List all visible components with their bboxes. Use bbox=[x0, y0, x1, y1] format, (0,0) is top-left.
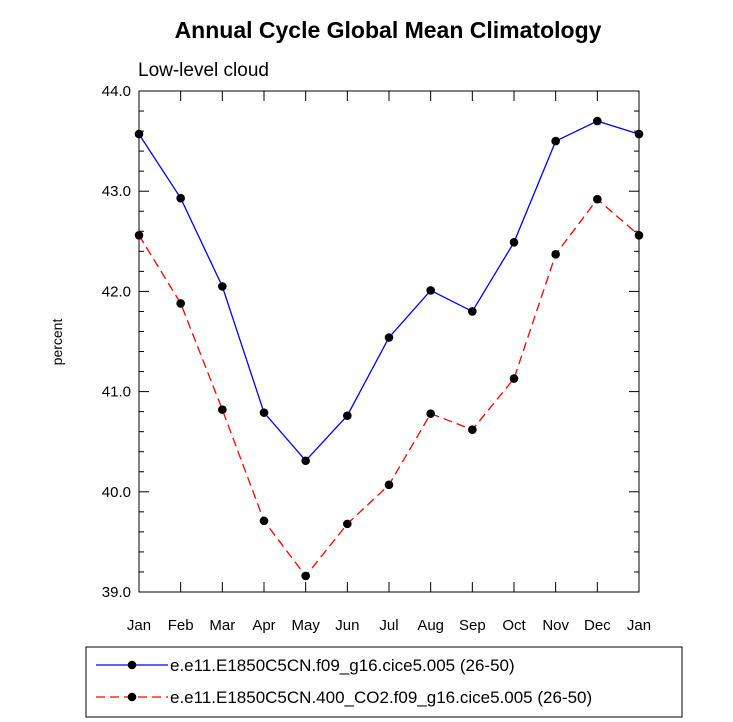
x-tick-label: Oct bbox=[502, 617, 526, 634]
x-tick-label: Nov bbox=[542, 617, 569, 634]
legend-box bbox=[85, 646, 683, 718]
x-tick-label: Sep bbox=[459, 617, 486, 634]
x-tick-label: Jul bbox=[379, 617, 398, 634]
data-point-series-2 bbox=[259, 516, 269, 526]
data-point-series-1 bbox=[551, 136, 560, 146]
x-tick-label: Aug bbox=[417, 617, 444, 634]
data-point-series-2 bbox=[176, 299, 185, 308]
data-point-series-1 bbox=[218, 282, 227, 291]
x-tick-label: Feb bbox=[168, 617, 194, 634]
x-tick-label: Dec bbox=[584, 617, 611, 634]
data-point-series-1 bbox=[343, 411, 352, 420]
chart-title: Annual Cycle Global Mean Climatology bbox=[175, 17, 602, 43]
y-tick-label: 42.0 bbox=[102, 283, 131, 300]
x-tick-label: Jun bbox=[335, 617, 359, 634]
y-tick-label: 39.0 bbox=[102, 584, 131, 601]
data-point-series-2 bbox=[634, 230, 644, 240]
data-point-series-1 bbox=[176, 193, 185, 203]
x-tick-label: Mar bbox=[209, 617, 235, 634]
data-point-series-1 bbox=[634, 129, 644, 139]
data-point-series-2 bbox=[593, 194, 602, 204]
series-line-2 bbox=[138, 198, 640, 578]
data-point-series-2 bbox=[218, 405, 227, 414]
data-point-series-2 bbox=[384, 480, 394, 490]
y-tick-label: 44.0 bbox=[102, 83, 131, 100]
data-point-series-2 bbox=[426, 409, 435, 418]
data-point-series-1 bbox=[134, 129, 144, 139]
y-tick-label: 41.0 bbox=[102, 384, 131, 401]
series-line-1 bbox=[138, 120, 640, 462]
legend-label-2: e.e11.E1850C5CN.400_CO2.f09_g16.cice5.00… bbox=[170, 688, 592, 707]
data-point-series-2 bbox=[301, 571, 310, 581]
data-point-series-1 bbox=[593, 116, 602, 126]
legend-label-1: e.e11.E1850C5CN.f09_g16.cice5.005 (26-50… bbox=[170, 656, 515, 675]
data-point-series-1 bbox=[384, 333, 394, 342]
data-point-series-2 bbox=[551, 250, 560, 259]
y-tick-label: 43.0 bbox=[102, 183, 131, 200]
x-tick-label: Apr bbox=[252, 617, 275, 634]
x-tick-label: Jan bbox=[627, 617, 651, 634]
x-tick-label: Jan bbox=[127, 617, 151, 634]
legend-marker-2 bbox=[127, 692, 137, 702]
data-point-series-1 bbox=[301, 456, 310, 466]
data-point-series-2 bbox=[468, 425, 477, 434]
data-point-series-1 bbox=[426, 286, 435, 295]
data-point-series-2 bbox=[343, 519, 352, 529]
data-point-series-1 bbox=[468, 307, 477, 316]
data-point-series-1 bbox=[509, 238, 519, 247]
x-tick-label: May bbox=[291, 617, 320, 634]
chart-subtitle: Low-level cloud bbox=[138, 60, 269, 81]
legend-marker-1 bbox=[127, 660, 137, 670]
data-point-series-2 bbox=[509, 374, 519, 383]
y-axis-label: percent bbox=[49, 319, 65, 366]
y-tick-label: 40.0 bbox=[102, 484, 131, 501]
data-point-series-2 bbox=[134, 230, 144, 240]
data-point-series-1 bbox=[259, 408, 269, 417]
